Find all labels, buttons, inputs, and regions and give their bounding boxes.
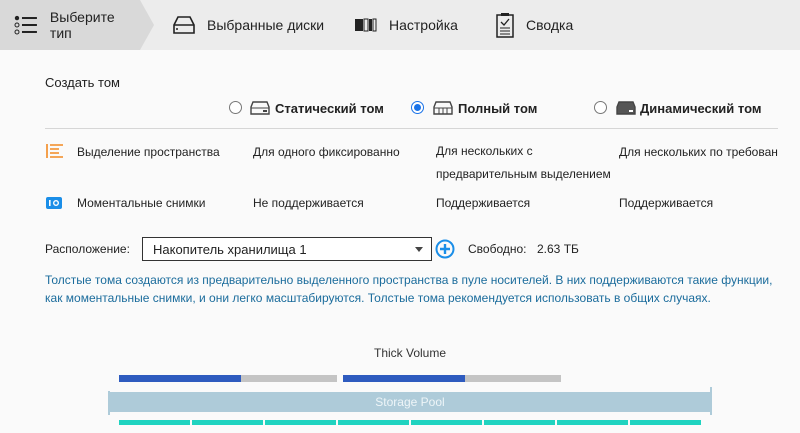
disk-tray-icon xyxy=(173,16,195,34)
step-selected-disks[interactable]: Выбранные диски xyxy=(173,0,324,50)
volume-type-label: Динамический том xyxy=(640,101,762,116)
feature-value: Для одного фиксированно xyxy=(253,145,400,159)
disk-bar xyxy=(265,420,336,425)
free-value: 2.63 ТБ xyxy=(537,242,579,256)
diagram-title: Thick Volume xyxy=(373,346,447,360)
disk-bar xyxy=(338,420,409,425)
feature-value: Для нескольких по требован xyxy=(619,145,778,159)
disk-bar xyxy=(557,420,628,425)
storage-pool-bar: Storage Pool xyxy=(108,392,712,412)
disk-bar xyxy=(484,420,555,425)
step-label: Настройка xyxy=(389,17,458,33)
feature-label: Выделение пространства xyxy=(77,145,220,159)
radio-thin[interactable] xyxy=(594,101,607,114)
thin-volume-icon xyxy=(616,101,636,115)
step-settings[interactable]: Настройка xyxy=(355,0,458,50)
radio-thick[interactable] xyxy=(411,101,424,114)
volume-used-bar xyxy=(119,375,242,382)
volume-used-bar xyxy=(343,375,466,382)
volume-description: Толстые тома создаются из предварительно… xyxy=(45,273,773,305)
settings-bars-icon xyxy=(355,18,377,32)
feature-label: Моментальные снимки xyxy=(77,196,206,210)
add-pool-icon[interactable] xyxy=(435,239,455,259)
volume-type-label: Статический том xyxy=(275,101,384,116)
disk-bar xyxy=(119,420,190,425)
section-title: Создать том xyxy=(45,75,120,90)
thick-volume-icon xyxy=(433,101,453,115)
divider xyxy=(45,128,778,129)
feature-value: Поддерживается xyxy=(436,196,531,210)
feature-value: Не поддерживается xyxy=(253,196,364,210)
disk-bar xyxy=(630,420,701,425)
free-label: Свободно: xyxy=(468,242,527,256)
radio-static[interactable] xyxy=(229,101,242,114)
volume-type-label: Полный том xyxy=(458,101,538,116)
step-label: Выбранные диски xyxy=(207,17,325,33)
disk-bar xyxy=(192,420,263,425)
step-label: Сводка xyxy=(526,17,574,33)
static-volume-icon xyxy=(250,101,270,115)
location-label: Расположение: xyxy=(45,242,130,256)
volume-free-bar xyxy=(465,375,561,382)
wizard-steps: Выберите тип Выбранные диски Настройка С… xyxy=(0,0,800,50)
disk-bar xyxy=(411,420,482,425)
step-summary[interactable]: Сводка xyxy=(496,0,573,50)
active-step-arrow xyxy=(140,0,154,50)
snapshot-icon xyxy=(46,197,62,209)
step-label: Выберите тип xyxy=(49,9,115,41)
clipboard-icon xyxy=(496,13,514,38)
feature-value: Поддерживается xyxy=(619,196,714,210)
chevron-down-icon xyxy=(415,247,423,252)
list-icon xyxy=(14,15,37,35)
step-select-type[interactable]: Выберите тип xyxy=(0,0,140,50)
volume-free-bar xyxy=(241,375,337,382)
space-allocation-icon xyxy=(46,144,63,158)
pool-label: Storage Pool xyxy=(375,395,445,409)
location-select[interactable]: Накопитель хранилища 1 xyxy=(142,237,432,261)
location-value: Накопитель хранилища 1 xyxy=(153,242,307,257)
feature-value: Для нескольких с предварительным выделен… xyxy=(436,144,611,181)
